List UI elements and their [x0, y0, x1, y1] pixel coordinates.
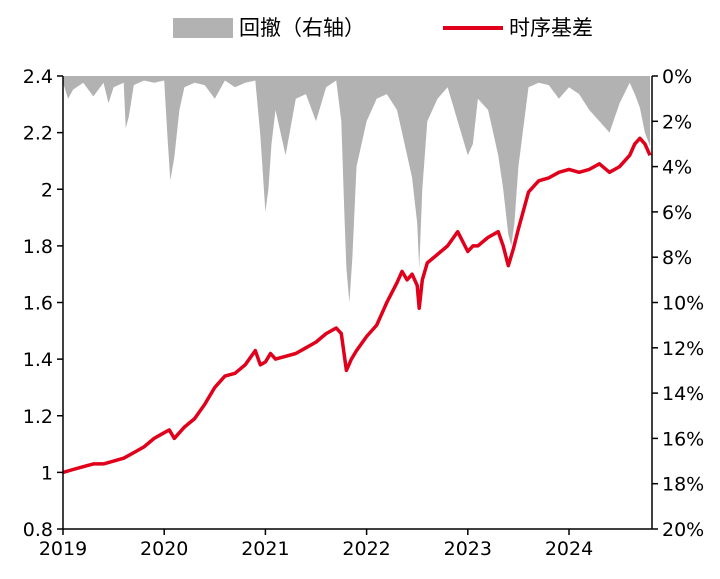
- axes-layer: 0.8 1 1.2 1.4 1.6 1.8 2 2.2 2.4 0% 2% 4% 6% 8% 10% 12% 1…: [23, 66, 704, 560]
- x-tick-label: 2021: [241, 538, 289, 560]
- y-left-tick-label: 2.4: [23, 66, 53, 88]
- y-right-tick-label: 18%: [662, 474, 704, 496]
- y-left-tick-label: 1.4: [23, 349, 53, 371]
- y-left-tick-label: 2: [41, 179, 53, 201]
- legend-label-drawdown: 回撤（右轴）: [239, 16, 365, 40]
- y-right-tick-label: 4%: [662, 157, 692, 179]
- y-left-tick-label: 1.8: [23, 236, 53, 258]
- y-left-tick-label: 0.8: [23, 519, 53, 541]
- y-right-tick-label: 20%: [662, 519, 704, 541]
- basis-line: [62, 136, 652, 475]
- basis-line-layer: [62, 136, 652, 475]
- legend: 回撤（右轴） 时序基差: [173, 16, 593, 40]
- x-tick-label: 2019: [39, 538, 87, 560]
- y-right-tick-label: 14%: [662, 383, 704, 405]
- y-right-tick-label: 0%: [662, 66, 692, 88]
- y-right-tick-label: 6%: [662, 202, 692, 224]
- drawdown-area-layer: [63, 76, 650, 303]
- y-right-tick-label: 2%: [662, 111, 692, 133]
- legend-swatch-drawdown: [173, 18, 233, 38]
- x-tick-label: 2022: [342, 538, 390, 560]
- y-left-tick-label: 2.2: [23, 123, 53, 145]
- x-tick-label: 2020: [140, 538, 188, 560]
- y-right-tick-label: 10%: [662, 293, 704, 315]
- y-left-tick-label: 1: [41, 462, 53, 484]
- x-tick-label: 2024: [545, 538, 593, 560]
- y-right-tick-label: 12%: [662, 338, 704, 360]
- legend-label-basis: 时序基差: [509, 16, 593, 40]
- y-left-tick-label: 1.2: [23, 406, 53, 428]
- drawdown-area: [63, 76, 650, 303]
- y-right-tick-label: 8%: [662, 247, 692, 269]
- y-left-tick-label: 1.6: [23, 293, 53, 315]
- y-right-tick-label: 16%: [662, 428, 704, 450]
- x-tick-label: 2023: [444, 538, 492, 560]
